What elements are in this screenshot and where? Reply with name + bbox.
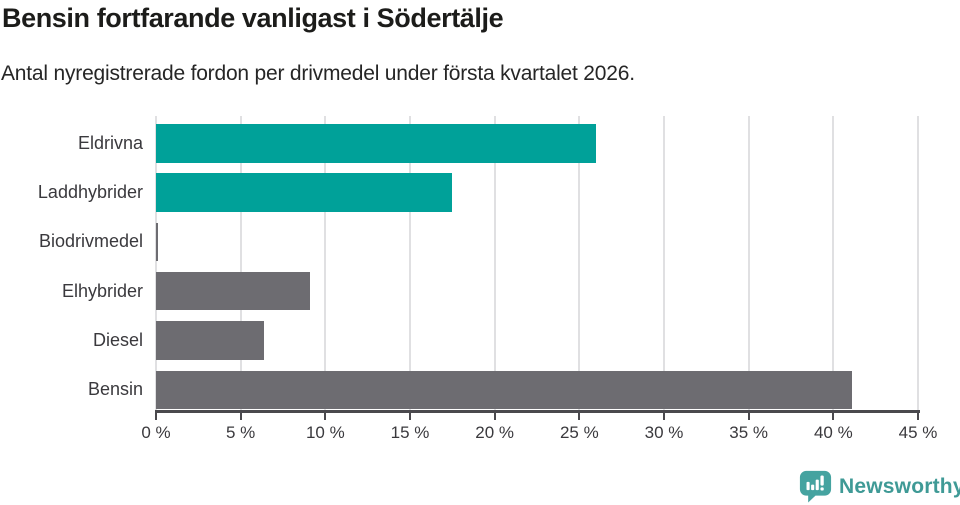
mini-bar-chart-glyph <box>806 475 824 491</box>
x-axis-tick-label: 30 % <box>644 423 684 442</box>
x-axis-tick-label: 0 % <box>141 423 171 442</box>
bar-laddhybrider <box>156 173 453 212</box>
gridline <box>155 116 157 411</box>
x-axis-tick <box>239 410 242 420</box>
category-label-diesel: Diesel <box>92 329 143 350</box>
x-axis-tick-label: 10 % <box>305 423 345 442</box>
category-label-eldrivna: Eldrivna <box>77 132 143 153</box>
gridline <box>747 116 750 411</box>
x-axis-tick <box>324 410 327 420</box>
x-axis-tick <box>493 410 496 420</box>
gridline <box>239 116 242 411</box>
x-axis-tick <box>747 410 750 420</box>
x-axis-tick <box>409 410 411 420</box>
gridline <box>832 116 835 411</box>
chart-title: Bensin fortfarande vanligast i Södertälj… <box>2 3 504 33</box>
x-axis-tick <box>578 410 581 420</box>
bar-eldrivna <box>156 124 597 163</box>
bar-biodrivmedel <box>156 222 158 262</box>
newsworthy-logo-icon <box>799 470 832 503</box>
newsworthy-branding: Newsworthy <box>799 470 960 503</box>
gridline <box>324 116 327 411</box>
gridline <box>917 116 919 411</box>
category-label-elhybrider: Elhybrider <box>61 280 143 301</box>
x-axis-tick-label: 35 % <box>729 423 769 442</box>
x-axis-tick <box>155 410 157 420</box>
bar-elhybrider <box>156 271 311 311</box>
gridline <box>578 116 581 411</box>
category-label-biodrivmedel: Biodrivmedel <box>38 231 143 252</box>
x-axis-tick <box>917 410 919 420</box>
plot-area <box>155 116 919 411</box>
gridline <box>409 116 411 411</box>
x-axis-tick-label: 15 % <box>390 423 430 442</box>
x-axis-tick-label: 25 % <box>559 423 599 442</box>
bar-diesel <box>156 321 265 360</box>
gridline <box>663 116 665 411</box>
x-axis-tick-label: 20 % <box>475 423 515 442</box>
x-axis-tick <box>832 410 835 420</box>
x-axis-line <box>155 410 920 413</box>
bar-bensin <box>156 370 852 409</box>
category-label-laddhybrider: Laddhybrider <box>37 182 143 203</box>
gridline <box>493 116 496 411</box>
x-axis-tick <box>663 410 665 420</box>
x-axis-tick-label: 40 % <box>813 423 853 442</box>
category-label-bensin: Bensin <box>87 379 143 400</box>
newsworthy-logo-text: Newsworthy <box>839 474 960 498</box>
x-axis-tick-label: 45 % <box>898 423 938 442</box>
chart-subtitle: Antal nyregistrerade fordon per drivmede… <box>1 62 635 85</box>
x-axis-tick-label: 5 % <box>226 423 256 442</box>
